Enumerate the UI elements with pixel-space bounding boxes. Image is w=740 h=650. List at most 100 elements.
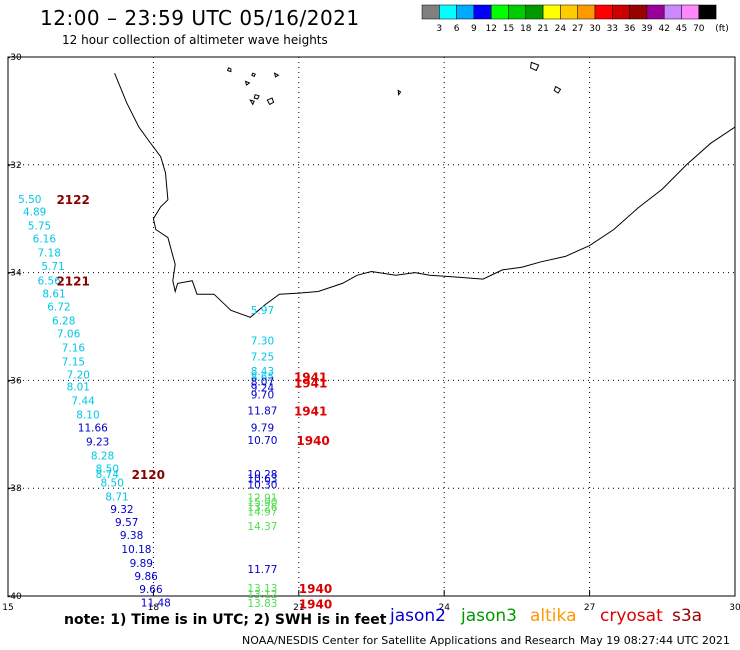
colorbar-label: 30 xyxy=(589,24,601,34)
island-outline xyxy=(226,67,232,73)
lat-tick-label: -36 xyxy=(7,376,22,386)
wave-height-value: 14.37 xyxy=(247,521,277,533)
colorbar-swatch xyxy=(612,4,630,20)
wave-height-value: 10.63 xyxy=(247,473,277,485)
map-frame xyxy=(7,56,736,597)
colorbar-swatch xyxy=(473,4,492,20)
pass-time-tag: 2121 xyxy=(56,275,89,289)
colorbar-swatch xyxy=(560,4,578,20)
pass-time-tag: 1941 xyxy=(294,371,327,385)
pass-time-tag: 1940 xyxy=(296,434,329,448)
coastline-path xyxy=(114,73,736,318)
wave-height-value: 9.70 xyxy=(251,389,274,401)
colorbar-swatch xyxy=(542,4,561,20)
wave-height-value: 11.87 xyxy=(247,406,277,418)
island-outline xyxy=(253,94,260,100)
colorbar-swatch xyxy=(508,4,527,20)
wave-height-value: 9.32 xyxy=(110,504,133,516)
pass-time-tag: 1941 xyxy=(294,405,327,419)
wave-height-value: 5.97 xyxy=(251,305,274,317)
colorbar-label: 3 xyxy=(436,24,442,34)
wave-height-value: 8.28 xyxy=(91,450,114,462)
wave-height-value: 4.89 xyxy=(23,207,46,219)
colorbar-unit: (ft) xyxy=(715,24,729,34)
lat-tick-label: -32 xyxy=(7,161,22,171)
wave-height-value: 9.89 xyxy=(130,558,153,570)
wave-height-value: 10.30 xyxy=(247,479,277,491)
wave-height-value: 10.18 xyxy=(121,544,151,556)
wave-height-value: 9.24 xyxy=(251,382,275,394)
pass-time-tag: 2120 xyxy=(132,468,165,482)
colorbar-swatch xyxy=(646,4,665,20)
wave-height-value: 7.15 xyxy=(62,357,85,369)
graticule xyxy=(8,57,735,596)
wave-height-value: 7.30 xyxy=(251,336,274,348)
lat-tick-label: -30 xyxy=(7,53,22,63)
coastline xyxy=(114,61,736,318)
pass-time-tag: 1940 xyxy=(299,598,332,612)
wave-height-value: 12.91 xyxy=(247,492,277,504)
colorbar-label: 36 xyxy=(624,24,636,34)
wave-height-value: 7.20 xyxy=(67,369,90,381)
lon-tick-label: 18 xyxy=(148,603,160,613)
colorbar-label: 45 xyxy=(676,24,687,34)
lat-tick-label: -38 xyxy=(7,484,22,494)
wave-height-value: 7.44 xyxy=(71,395,95,407)
page-subtitle: 12 hour collection of altimeter wave hei… xyxy=(62,33,328,47)
wave-height-value: 8.50 xyxy=(101,477,124,489)
observations: 5.504.89 5.756.16 7.185.71 6.568.616.72 6.28… xyxy=(18,194,278,610)
wave-height-value: 9.86 xyxy=(134,571,158,583)
wave-height-value: 7.06 xyxy=(57,329,81,341)
colorbar-swatch xyxy=(490,4,509,20)
lon-tick-label: 21 xyxy=(293,603,304,613)
wave-height-value: 14.97 xyxy=(247,506,277,518)
lon-tick-label: 30 xyxy=(729,603,740,613)
wave-height-value: 7.16 xyxy=(62,343,86,355)
colorbar-label: 42 xyxy=(658,24,669,34)
colorbar-label: 18 xyxy=(520,24,532,34)
colorbar-label: 27 xyxy=(572,24,583,34)
colorbar-label: 15 xyxy=(503,24,514,34)
wave-height-value: 6.56 xyxy=(38,276,62,288)
wave-height-value: 5.50 xyxy=(18,194,41,206)
footer-timestamp: May 19 08:27:44 UTC 2021 xyxy=(580,634,730,647)
island-outline xyxy=(397,89,402,97)
axis-ticks: 15 18 21 24 27 30 -30 -32 -34 -36 -38 -40 xyxy=(2,53,740,613)
colorbar-label: 21 xyxy=(537,24,548,34)
island-outline xyxy=(251,72,256,78)
colorbar-swatch xyxy=(681,4,700,20)
legend-jason3: jason3 xyxy=(461,606,517,626)
island-outline xyxy=(273,72,280,78)
wave-height-value: 8.07 xyxy=(251,376,274,388)
island-outline xyxy=(244,80,251,86)
legend-s3a: s3a xyxy=(672,606,703,626)
wave-height-value: 11.48 xyxy=(141,597,171,609)
colorbar-label: 39 xyxy=(641,24,653,34)
wave-height-value: 8.10 xyxy=(76,409,99,421)
wave-height-value: 11.77 xyxy=(247,564,277,576)
colorbar-swatch xyxy=(594,4,613,20)
colorbar-swatch xyxy=(421,4,440,20)
lat-tick-label: -34 xyxy=(7,269,22,279)
wave-height-value: 9.23 xyxy=(86,436,109,448)
wave-height-value: 8.01 xyxy=(67,381,90,393)
colorbar-label: 6 xyxy=(454,24,460,34)
wave-height-value: 8.50 xyxy=(96,463,119,475)
wave-height-value: 7.25 xyxy=(251,352,274,364)
wave-height-value: 13.13 xyxy=(247,583,277,595)
wave-height-value: 9.79 xyxy=(251,422,274,434)
wave-height-value: 13.12 xyxy=(247,589,277,601)
colorbar-swatch xyxy=(663,4,682,20)
colorbar-label: 70 xyxy=(693,24,705,34)
colorbar: 3 6 9 12 15 18 21 24 27 30 33 36 39 42 45 70 (ft) xyxy=(421,4,729,34)
wave-height-value: 8.71 xyxy=(105,491,128,503)
colorbar-label: 12 xyxy=(485,24,496,34)
colorbar-swatch xyxy=(439,4,457,20)
colorbar-label: 9 xyxy=(471,24,477,34)
wave-height-value: 6.28 xyxy=(52,316,75,328)
map-border xyxy=(7,56,736,597)
wave-height-value: 10.28 xyxy=(247,469,277,481)
wave-height-value: 13.83 xyxy=(247,598,277,610)
legend-altika: altika xyxy=(530,606,577,626)
